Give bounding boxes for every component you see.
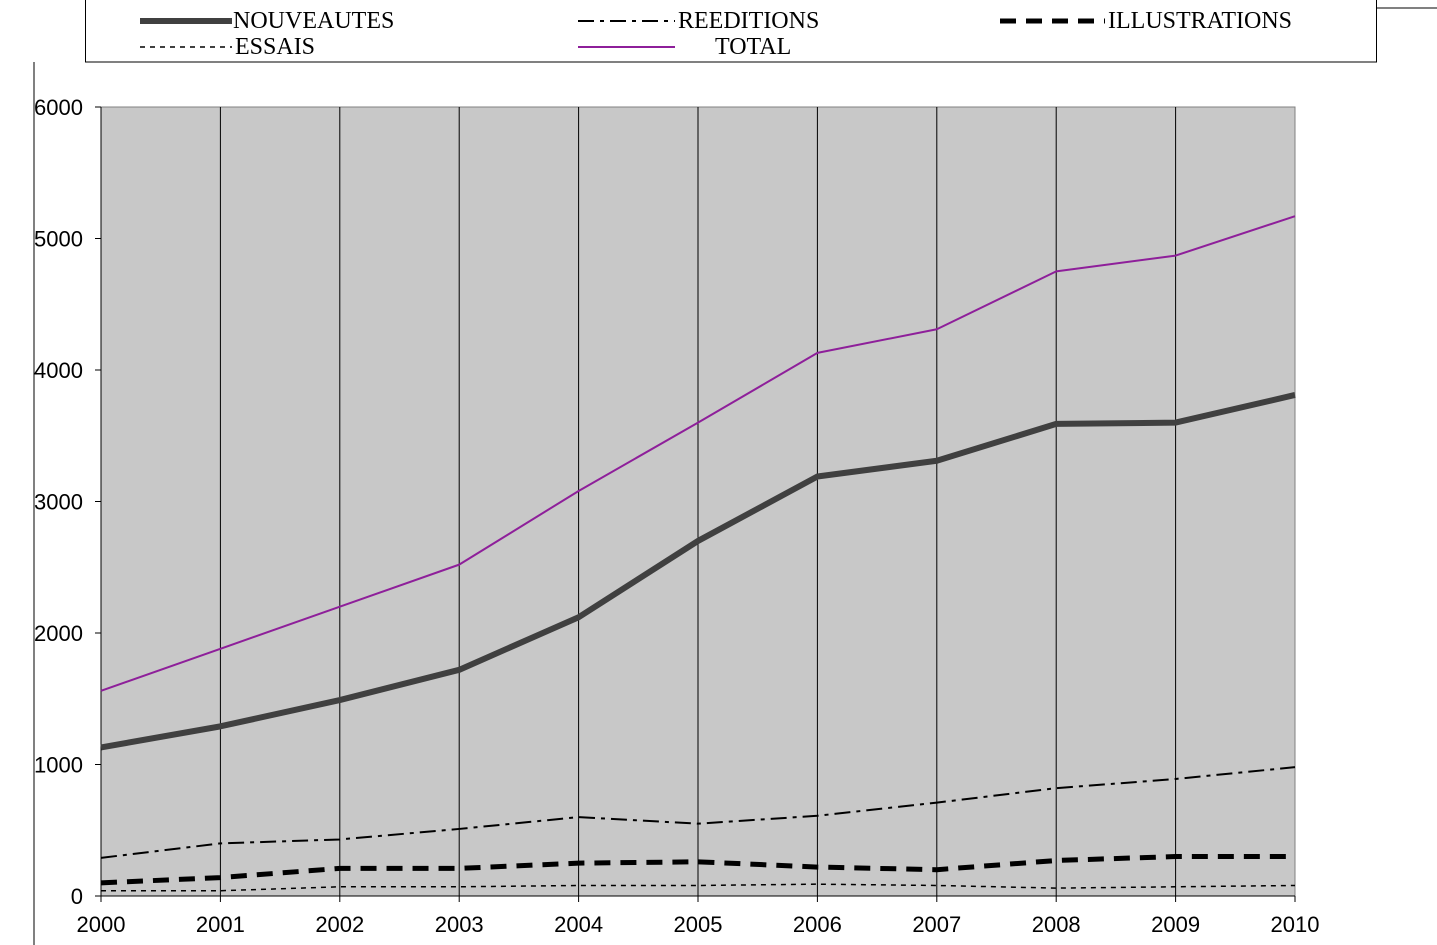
legend-label: ESSAIS xyxy=(235,34,315,60)
x-tick-label: 2000 xyxy=(77,912,126,937)
x-tick-label: 2003 xyxy=(435,912,484,937)
legend: NOUVEAUTES REEDITIONS ILLUSTRATIONS ESSAIS T… xyxy=(140,8,1292,60)
series-line xyxy=(100,854,1295,886)
y-tick-label: 5000 xyxy=(34,227,83,252)
legend-label: ILLUSTRATIONS xyxy=(1108,8,1292,34)
x-tick-label: 2005 xyxy=(674,912,723,937)
x-tick-label: 2004 xyxy=(554,912,603,937)
series-line xyxy=(100,766,1296,859)
x-tick-label: 2002 xyxy=(315,912,364,937)
y-tick-label: 3000 xyxy=(34,490,83,515)
x-tick-label: 2006 xyxy=(793,912,842,937)
legend-label: TOTAL xyxy=(715,34,791,60)
legend-label: REEDITIONS xyxy=(678,8,819,34)
x-tick-label: 2001 xyxy=(196,912,245,937)
legend-label: NOUVEAUTES xyxy=(233,8,394,34)
y-tick-label: 4000 xyxy=(34,358,83,383)
y-tick-label: 1000 xyxy=(34,753,83,778)
y-tick-label: 0 xyxy=(71,884,83,909)
series-line xyxy=(100,215,1296,692)
series-line xyxy=(100,392,1296,751)
legend-box xyxy=(85,0,1377,63)
x-tick-label: 2008 xyxy=(1032,912,1081,937)
y-tick-label: 6000 xyxy=(34,95,83,120)
x-tick-label: 2009 xyxy=(1151,912,1200,937)
x-tick-label: 2010 xyxy=(1271,912,1320,937)
y-tick-label: 2000 xyxy=(34,621,83,646)
x-tick-label: 2007 xyxy=(912,912,961,937)
